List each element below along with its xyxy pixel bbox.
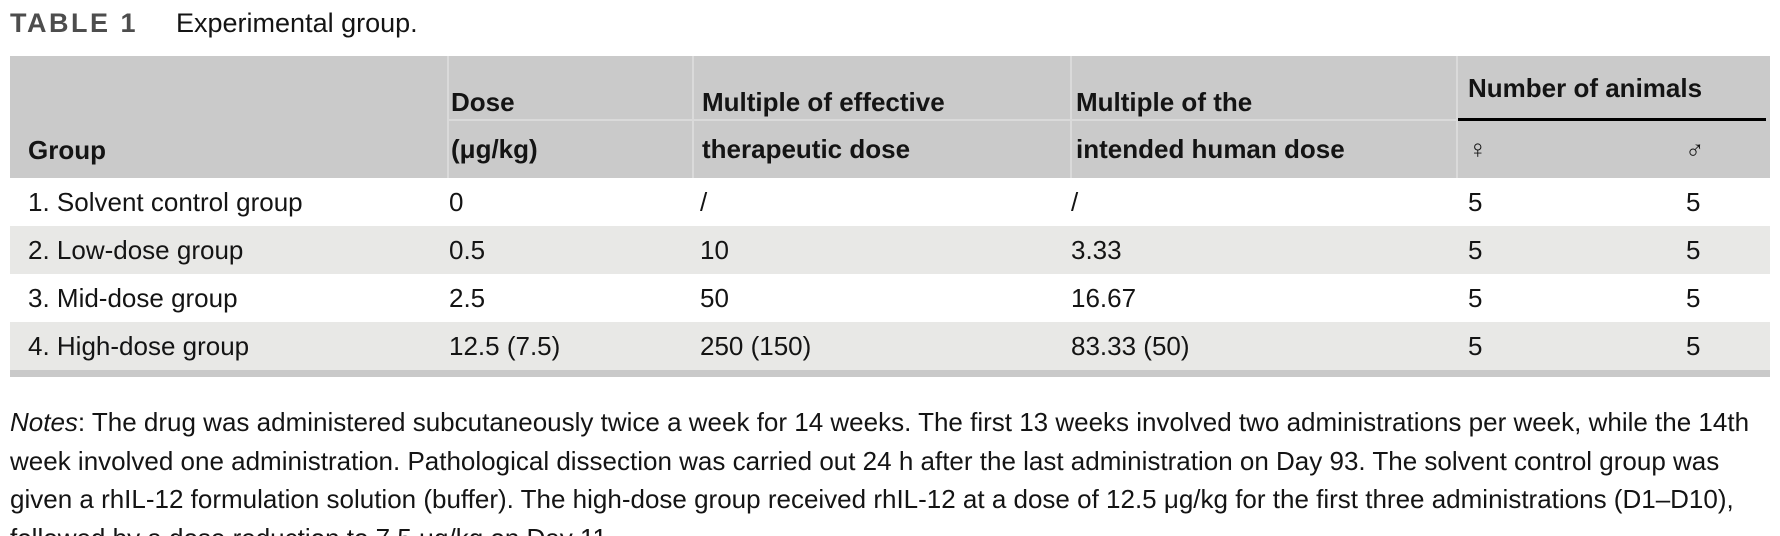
male-icon: ♂	[1685, 133, 1705, 164]
cell-dose: 12.5 (7.5)	[449, 330, 561, 361]
cell-multiple-intended: 16.67	[1071, 282, 1137, 313]
column-header-multiple-intended: Multiple of the intended human dose	[1070, 56, 1456, 178]
table-row: 4. High-dose group 12.5 (7.5) 250 (150) …	[10, 322, 1770, 370]
column-header-male: ♂	[1674, 121, 1770, 178]
table-caption: Experimental group.	[176, 8, 418, 38]
experimental-group-table: Group Dose (μg/kg) Multiple of effective…	[10, 56, 1770, 377]
table-number-label: TABLE 1	[10, 8, 139, 38]
table-row: 1. Solvent control group 0 / / 5 5	[10, 178, 1770, 226]
cell-group: 4. High-dose group	[28, 330, 250, 361]
cell-female-count: 5	[1468, 330, 1483, 361]
table-title: TABLE 1 Experimental group.	[10, 8, 1770, 42]
column-header-female: ♀	[1458, 121, 1674, 178]
cell-male-count: 5	[1686, 282, 1701, 313]
column-header-group: Group	[28, 135, 106, 166]
cell-group: 1. Solvent control group	[28, 186, 303, 217]
female-icon: ♀	[1468, 133, 1488, 164]
cell-multiple-intended: /	[1071, 186, 1079, 217]
cell-dose: 0.5	[449, 234, 486, 265]
column-group-number-of-animals: Number of animals ♀ ♂	[1456, 56, 1770, 178]
cell-multiple-intended: 83.33 (50)	[1071, 330, 1190, 361]
table-row: 3. Mid-dose group 2.5 50 16.67 5 5	[10, 274, 1770, 322]
column-header-multiple-effective: Multiple of effective therapeutic dose	[692, 56, 1070, 178]
cell-multiple-intended: 3.33	[1071, 234, 1122, 265]
table-bottom-border	[10, 370, 1770, 377]
cell-male-count: 5	[1686, 234, 1701, 265]
cell-female-count: 5	[1468, 186, 1483, 217]
column-header-dose: Dose (μg/kg)	[447, 56, 692, 178]
cell-multiple-effective: /	[700, 186, 708, 217]
cell-male-count: 5	[1686, 186, 1701, 217]
cell-male-count: 5	[1686, 330, 1701, 361]
cell-dose: 2.5	[449, 282, 486, 313]
cell-group: 3. Mid-dose group	[28, 282, 238, 313]
cell-female-count: 5	[1468, 282, 1483, 313]
cell-group: 2. Low-dose group	[28, 234, 244, 265]
table-notes: Notes: The drug was administered subcuta…	[10, 403, 1770, 536]
table-row: 2. Low-dose group 0.5 10 3.33 5 5	[10, 226, 1770, 274]
table-header: Group Dose (μg/kg) Multiple of effective…	[10, 56, 1770, 178]
notes-label: Notes	[10, 407, 78, 437]
cell-multiple-effective: 10	[700, 234, 729, 265]
cell-multiple-effective: 50	[700, 282, 729, 313]
cell-dose: 0	[449, 186, 464, 217]
cell-multiple-effective: 250 (150)	[700, 330, 812, 361]
notes-text: : The drug was administered subcutaneous…	[10, 407, 1750, 536]
cell-female-count: 5	[1468, 234, 1483, 265]
number-of-animals-header: Number of animals	[1458, 56, 1766, 121]
